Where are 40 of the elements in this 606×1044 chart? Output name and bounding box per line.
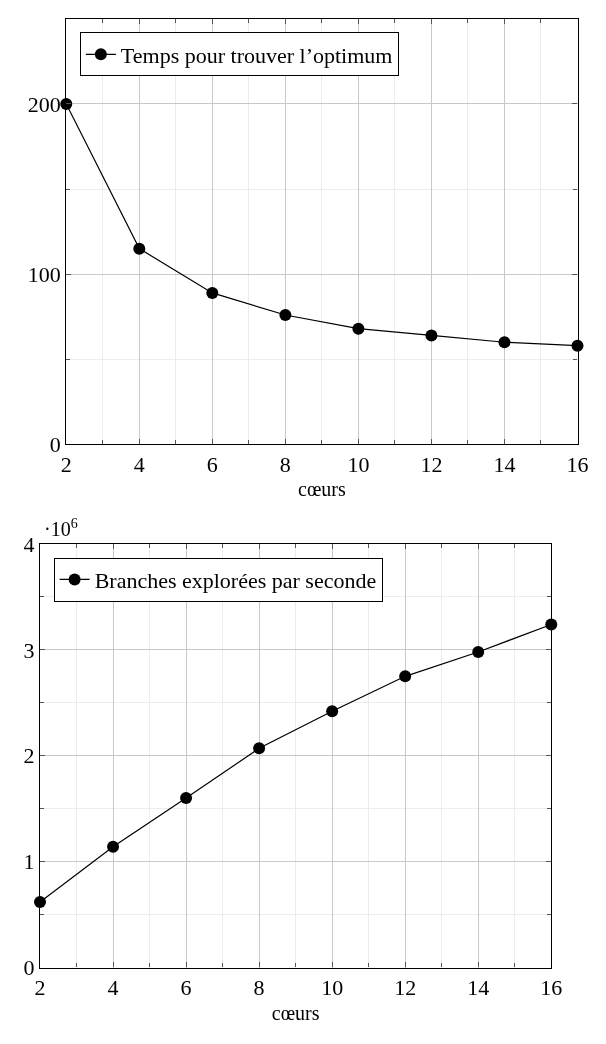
point [498, 336, 511, 349]
x-tick-label: 10 [321, 975, 344, 1001]
legend-label: Temps pour trouver l’optimum [120, 42, 393, 68]
y-tick-label: 0 [23, 955, 35, 981]
x-tick-label: 4 [107, 975, 119, 1001]
point [34, 895, 47, 908]
x-tick-label: 4 [133, 451, 145, 477]
point [472, 645, 485, 658]
point [107, 840, 120, 853]
x-tick-label: 16 [540, 975, 563, 1001]
y-tick-label: 2 [23, 743, 35, 769]
y-tick-label: 1 [23, 849, 35, 875]
point [253, 742, 266, 755]
point [352, 322, 365, 335]
x-tick-label: 10 [347, 451, 370, 477]
x-tick-label: 16 [566, 451, 589, 477]
y-tick-label: 4 [23, 531, 35, 557]
y-tick-label: 3 [23, 637, 35, 663]
x-tick-label: 14 [467, 975, 490, 1001]
text: ·10$^{6}$ [44, 516, 78, 541]
y-tick-label: 100 [27, 261, 61, 287]
x-tick-label: 12 [420, 451, 443, 477]
point [133, 242, 146, 255]
x-tick-label: 12 [394, 975, 417, 1001]
y-tick-label: 200 [27, 91, 61, 117]
x-tick-label: 6 [206, 451, 218, 477]
point [279, 309, 292, 322]
point [206, 286, 219, 299]
y-tick-label: 0 [49, 432, 61, 458]
x-axis-title: cœurs [271, 1001, 320, 1024]
x-axis-title: cœurs [298, 478, 346, 501]
x-tick-label: 8 [279, 451, 291, 477]
point [425, 329, 438, 342]
x-tick-label: 8 [253, 975, 265, 1001]
legend-label: Branches explorées par seconde [94, 567, 377, 593]
point [180, 792, 193, 805]
point [399, 670, 412, 683]
x-tick-label: 14 [493, 451, 516, 477]
x-tick-label: 6 [180, 975, 192, 1001]
point [326, 705, 339, 718]
